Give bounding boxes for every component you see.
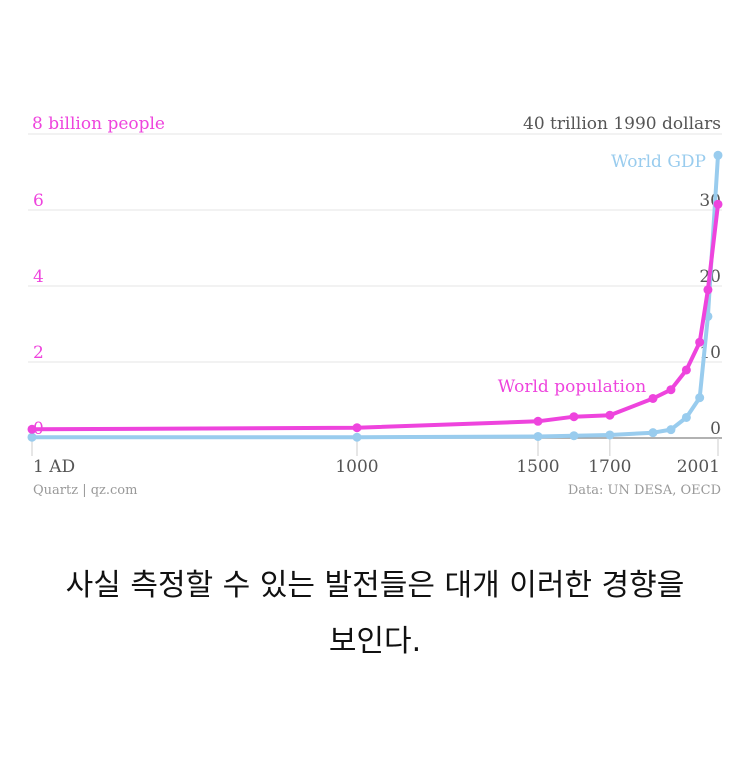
x-tick-label: 1700 xyxy=(588,457,631,477)
data-point-world-gdp xyxy=(695,393,705,403)
x-tick-label: 1500 xyxy=(516,457,559,477)
right-axis-label: 40 trillion 1990 dollars xyxy=(523,114,721,134)
data-point-world-gdp xyxy=(713,150,723,160)
data-point-world-gdp xyxy=(352,432,362,442)
data-point-world-gdp xyxy=(648,428,658,438)
caption: 사실 측정할 수 있는 발전들은 대개 이러한 경향을 보인다. xyxy=(0,558,750,670)
data-point-world-gdp xyxy=(605,430,615,440)
data-point-world-gdp xyxy=(681,412,691,422)
series-layer xyxy=(27,150,723,442)
x-tick-label: 1 AD xyxy=(33,457,75,477)
data-point-world-population xyxy=(605,410,615,420)
x-axis-ticks: 1 AD 1000 1500 1700 2001 xyxy=(31,438,720,477)
data-point-world-population xyxy=(695,337,705,347)
data-point-world-gdp xyxy=(666,425,676,435)
data-point-world-gdp xyxy=(533,431,543,441)
data-point-world-population xyxy=(533,416,543,426)
population-gdp-chart: 8 billion people 40 trillion 1990 dollar… xyxy=(27,114,723,498)
data-point-world-population xyxy=(666,385,676,395)
left-tick-label: 4 xyxy=(33,267,44,287)
data-point-world-population xyxy=(648,393,658,403)
left-axis-label: 8 billion people xyxy=(32,114,165,134)
x-tick-label: 2001 xyxy=(677,457,720,477)
right-tick-label: 0 xyxy=(710,419,721,439)
data-point-world-population xyxy=(713,199,723,209)
left-tick-label: 6 xyxy=(33,191,44,211)
gridlines xyxy=(28,133,722,363)
series-world-population xyxy=(27,199,723,434)
data-point-world-population xyxy=(352,423,362,433)
series-world-gdp xyxy=(27,150,723,442)
series-label-world-gdp: World GDP xyxy=(611,152,706,172)
data-point-world-population xyxy=(569,412,579,422)
caption-line-2: 보인다. xyxy=(328,624,422,659)
data-point-world-population xyxy=(27,424,37,434)
data-point-world-population xyxy=(703,285,713,295)
series-label-world-population: World population xyxy=(498,377,646,397)
data-point-world-gdp xyxy=(569,431,579,441)
data-point-world-population xyxy=(681,365,691,375)
data-point-world-gdp xyxy=(27,432,37,442)
data-source: Data: UN DESA, OECD xyxy=(568,483,721,498)
caption-line-1: 사실 측정할 수 있는 발전들은 대개 이러한 경향을 xyxy=(65,568,685,603)
x-tick-label: 1000 xyxy=(335,457,378,477)
left-tick-label: 2 xyxy=(33,343,44,363)
source-credit: Quartz | qz.com xyxy=(33,483,137,498)
